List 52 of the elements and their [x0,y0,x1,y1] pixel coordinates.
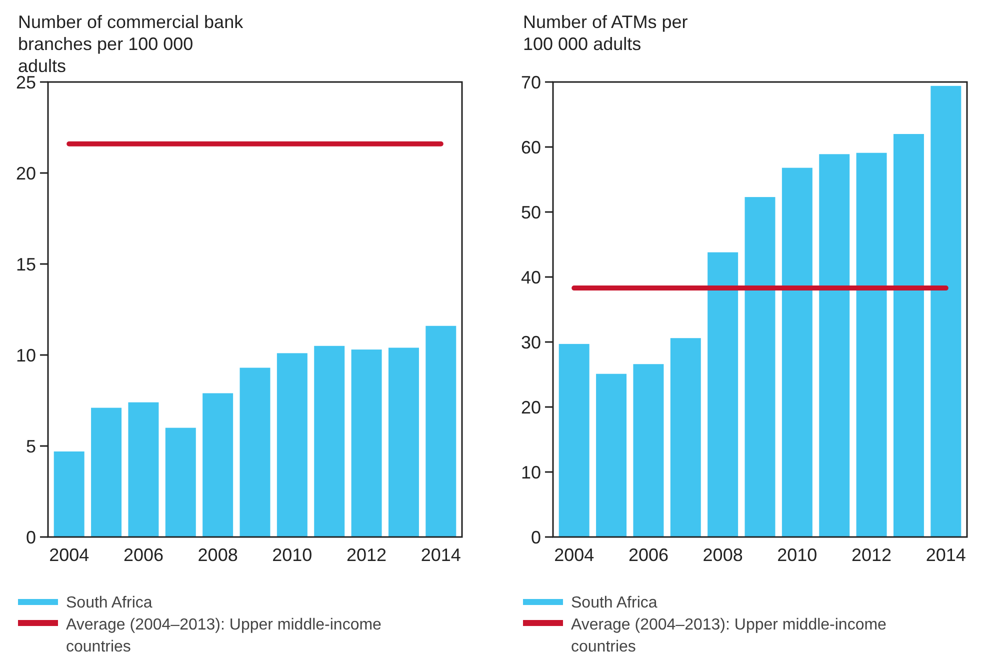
bar [128,402,159,537]
y-tick-label: 10 [520,462,541,482]
chart-title: Number of ATMs per 100 000 adults [523,12,688,54]
x-tick-label: 2006 [123,545,164,565]
bar [893,134,924,537]
bar [276,353,308,537]
bar [426,326,456,537]
y-tick-label: 20 [520,397,541,418]
y-tick-label: 5 [26,436,36,456]
bar [351,350,382,537]
y-tick-label: 15 [16,254,36,274]
legend-label: Average (2004–2013): Upper middle-income countries [571,616,887,656]
bar [633,364,664,537]
legend-label: South Africa [66,594,152,612]
bar [54,451,84,537]
x-tick-label: 2006 [628,545,668,565]
x-tick-label: 2008 [198,545,238,565]
y-tick-label: 60 [520,137,541,158]
y-tick-label: 10 [16,345,36,366]
bar [596,374,627,537]
bar [670,338,701,537]
bar [856,152,887,537]
y-tick-label: 40 [520,267,541,288]
y-tick-label: 0 [530,527,541,548]
bar [388,348,419,537]
y-tick-label: 70 [520,72,541,92]
legend-label: South Africa [571,594,658,612]
bar [165,428,196,537]
bar [819,154,850,537]
y-tick-label: 50 [520,202,541,222]
x-tick-label: 2010 [777,545,818,565]
x-tick-label: 2014 [926,545,966,565]
x-tick-label: 2010 [272,545,312,565]
bar [930,86,962,537]
bar [782,168,812,537]
x-tick-label: 2004 [49,545,90,565]
legend-label: Average (2004–2013): Upper middle-income countries [66,616,382,656]
bar [240,368,270,537]
x-tick-label: 2008 [702,545,743,565]
y-tick-label: 0 [26,527,36,548]
x-tick-label: 2004 [554,545,594,565]
x-tick-label: 2012 [852,545,892,565]
bar [744,197,776,537]
y-tick-label: 30 [520,332,541,352]
bar [91,408,122,537]
bar [314,346,345,537]
bar [708,252,738,537]
x-tick-label: 2014 [420,545,461,565]
bar [202,393,234,537]
x-tick-label: 2012 [346,545,387,565]
y-tick-label: 20 [16,163,36,184]
bar [558,344,590,537]
